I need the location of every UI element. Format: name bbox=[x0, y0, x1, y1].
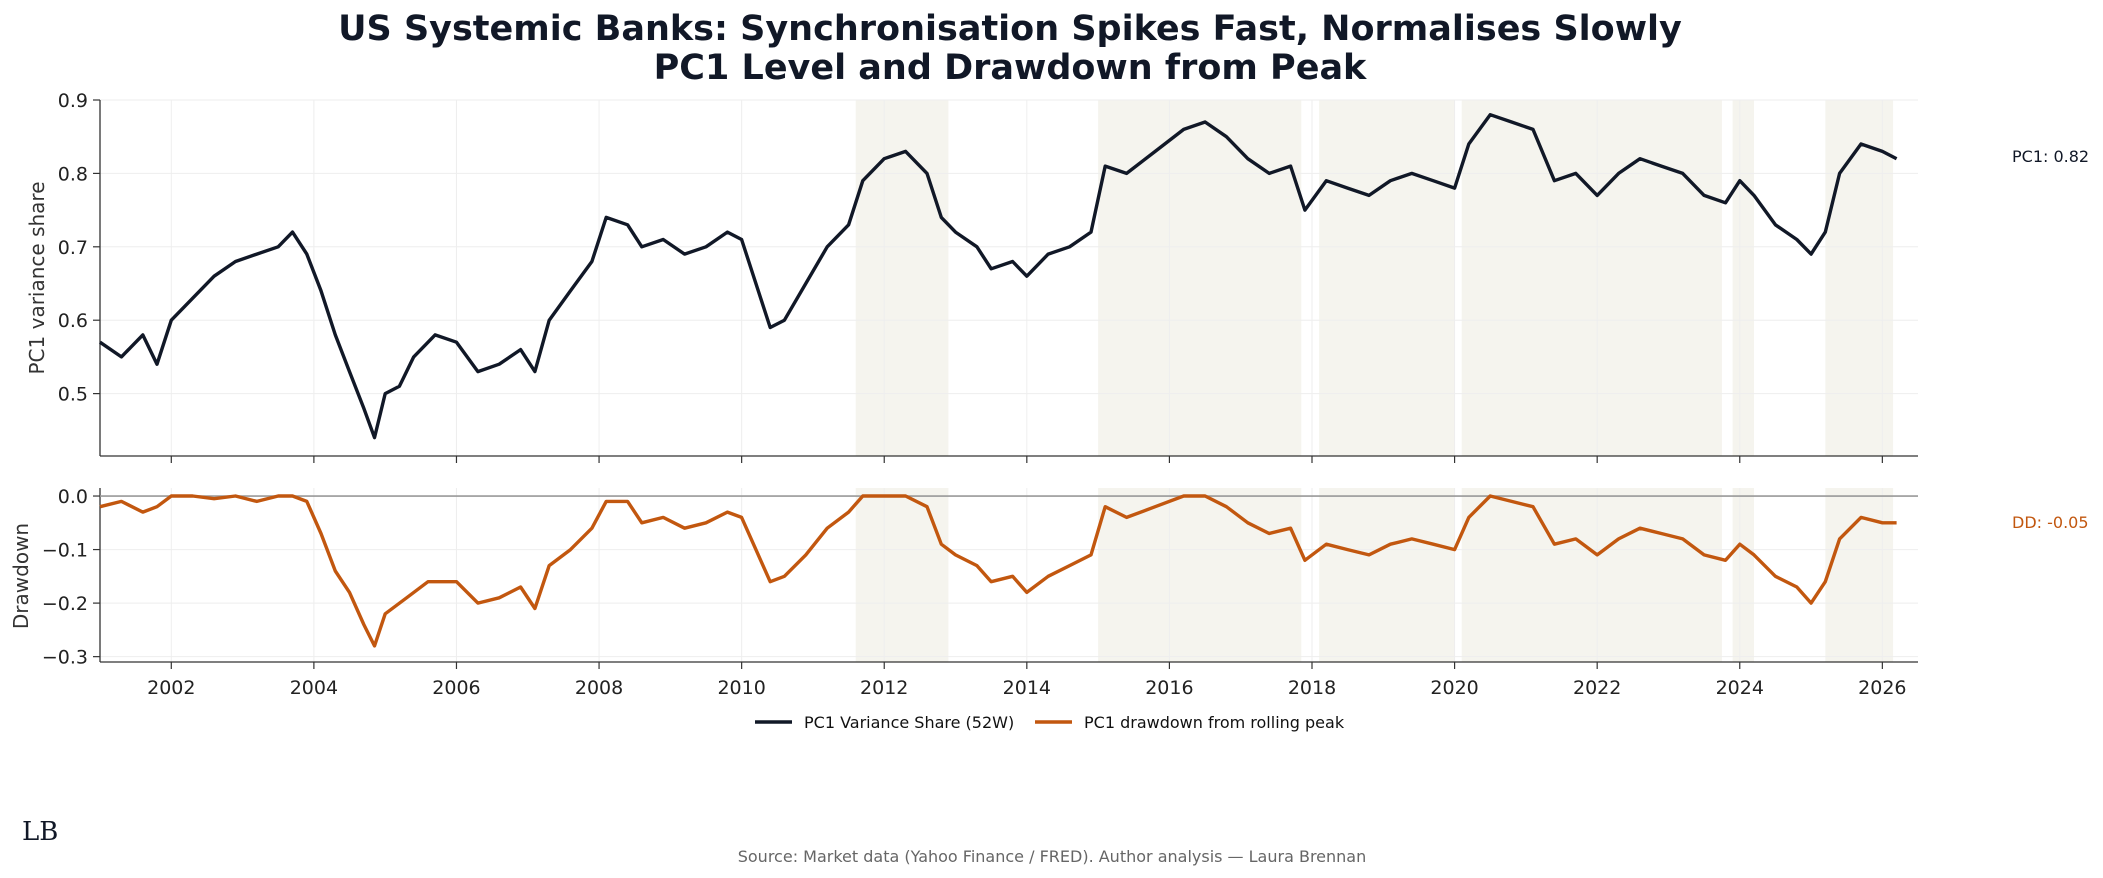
x-tick-label-2014: 2014 bbox=[1003, 677, 1051, 699]
drawdown-last-value-label: DD: -0.05 bbox=[2012, 513, 2089, 532]
x-tick-label-2002: 2002 bbox=[147, 677, 195, 699]
top-panel-grid bbox=[100, 99, 1918, 456]
bottom-shaded-region-3 bbox=[1461, 488, 1722, 662]
author-logo: LB bbox=[22, 817, 58, 847]
top-y-tick-label-2: 0.7 bbox=[58, 237, 88, 259]
x-tick-label-2024: 2024 bbox=[1716, 677, 1764, 699]
top-y-tick-label-4: 0.9 bbox=[58, 90, 88, 112]
x-tick-label-2020: 2020 bbox=[1430, 677, 1478, 699]
bottom-shaded-region-2 bbox=[1319, 488, 1455, 662]
top-shaded-region-3 bbox=[1461, 100, 1722, 456]
top-y-tick-label-0: 0.5 bbox=[58, 384, 88, 406]
bottom-y-tick-label-2: −0.2 bbox=[42, 593, 88, 615]
top-panel-y-axis-label: PC1 variance share bbox=[25, 181, 49, 374]
x-tick-label-2022: 2022 bbox=[1573, 677, 1621, 699]
x-tick-label-2016: 2016 bbox=[1145, 677, 1193, 699]
legend: PC1 Variance Share (52W) PC1 drawdown fr… bbox=[755, 713, 1345, 732]
top-panel-shaded-regions bbox=[855, 100, 1894, 456]
top-panel-x-tick-marks bbox=[170, 456, 1883, 463]
bottom-panel-x-ticks: 2002 2004 2006 2008 2010 2012 2014 2016 2018 2020… bbox=[147, 662, 1907, 699]
top-shaded-region-1 bbox=[1098, 100, 1302, 456]
top-shaded-region-4 bbox=[1732, 100, 1755, 456]
top-shaded-region-2 bbox=[1319, 100, 1455, 456]
top-shaded-region-5 bbox=[1825, 100, 1894, 456]
x-tick-label-2026: 2026 bbox=[1858, 677, 1906, 699]
top-panel-y-ticks: 0.5 0.6 0.7 0.8 0.9 bbox=[58, 90, 100, 406]
bottom-panel-shaded-regions bbox=[855, 488, 1894, 662]
x-tick-label-2018: 2018 bbox=[1288, 677, 1336, 699]
bottom-panel-y-ticks: 0.0 −0.1 −0.2 −0.3 bbox=[42, 486, 100, 669]
bottom-y-tick-label-0: 0.0 bbox=[58, 486, 88, 508]
pc1-last-value-label: PC1: 0.82 bbox=[2012, 147, 2089, 166]
x-tick-label-2004: 2004 bbox=[290, 677, 338, 699]
x-tick-label-2008: 2008 bbox=[575, 677, 623, 699]
bottom-shaded-region-4 bbox=[1732, 488, 1755, 662]
x-tick-label-2012: 2012 bbox=[860, 677, 908, 699]
top-y-tick-label-1: 0.6 bbox=[58, 310, 88, 332]
top-shaded-region-0 bbox=[855, 100, 949, 456]
bottom-y-tick-label-1: −0.1 bbox=[42, 540, 88, 562]
chart-title-line1: US Systemic Banks: Synchronisation Spike… bbox=[338, 9, 1682, 49]
x-tick-label-2010: 2010 bbox=[717, 677, 765, 699]
x-tick-label-2006: 2006 bbox=[432, 677, 480, 699]
bottom-shaded-region-1 bbox=[1098, 488, 1302, 662]
pc1-drawdown-line bbox=[99, 494, 1897, 648]
top-y-tick-label-3: 0.8 bbox=[58, 163, 88, 185]
bottom-panel-y-axis-label: Drawdown bbox=[9, 523, 33, 629]
legend-label-pc1: PC1 Variance Share (52W) bbox=[804, 713, 1014, 732]
bottom-y-tick-label-3: −0.3 bbox=[42, 647, 88, 669]
pc1-variance-line bbox=[99, 112, 1898, 440]
chart-title-line2: PC1 Level and Drawdown from Peak bbox=[654, 48, 1367, 88]
source-note: Source: Market data (Yahoo Finance / FRE… bbox=[738, 847, 1367, 866]
bottom-shaded-region-0 bbox=[855, 488, 949, 662]
bottom-shaded-region-5 bbox=[1825, 488, 1894, 662]
legend-label-drawdown: PC1 drawdown from rolling peak bbox=[1084, 713, 1345, 732]
